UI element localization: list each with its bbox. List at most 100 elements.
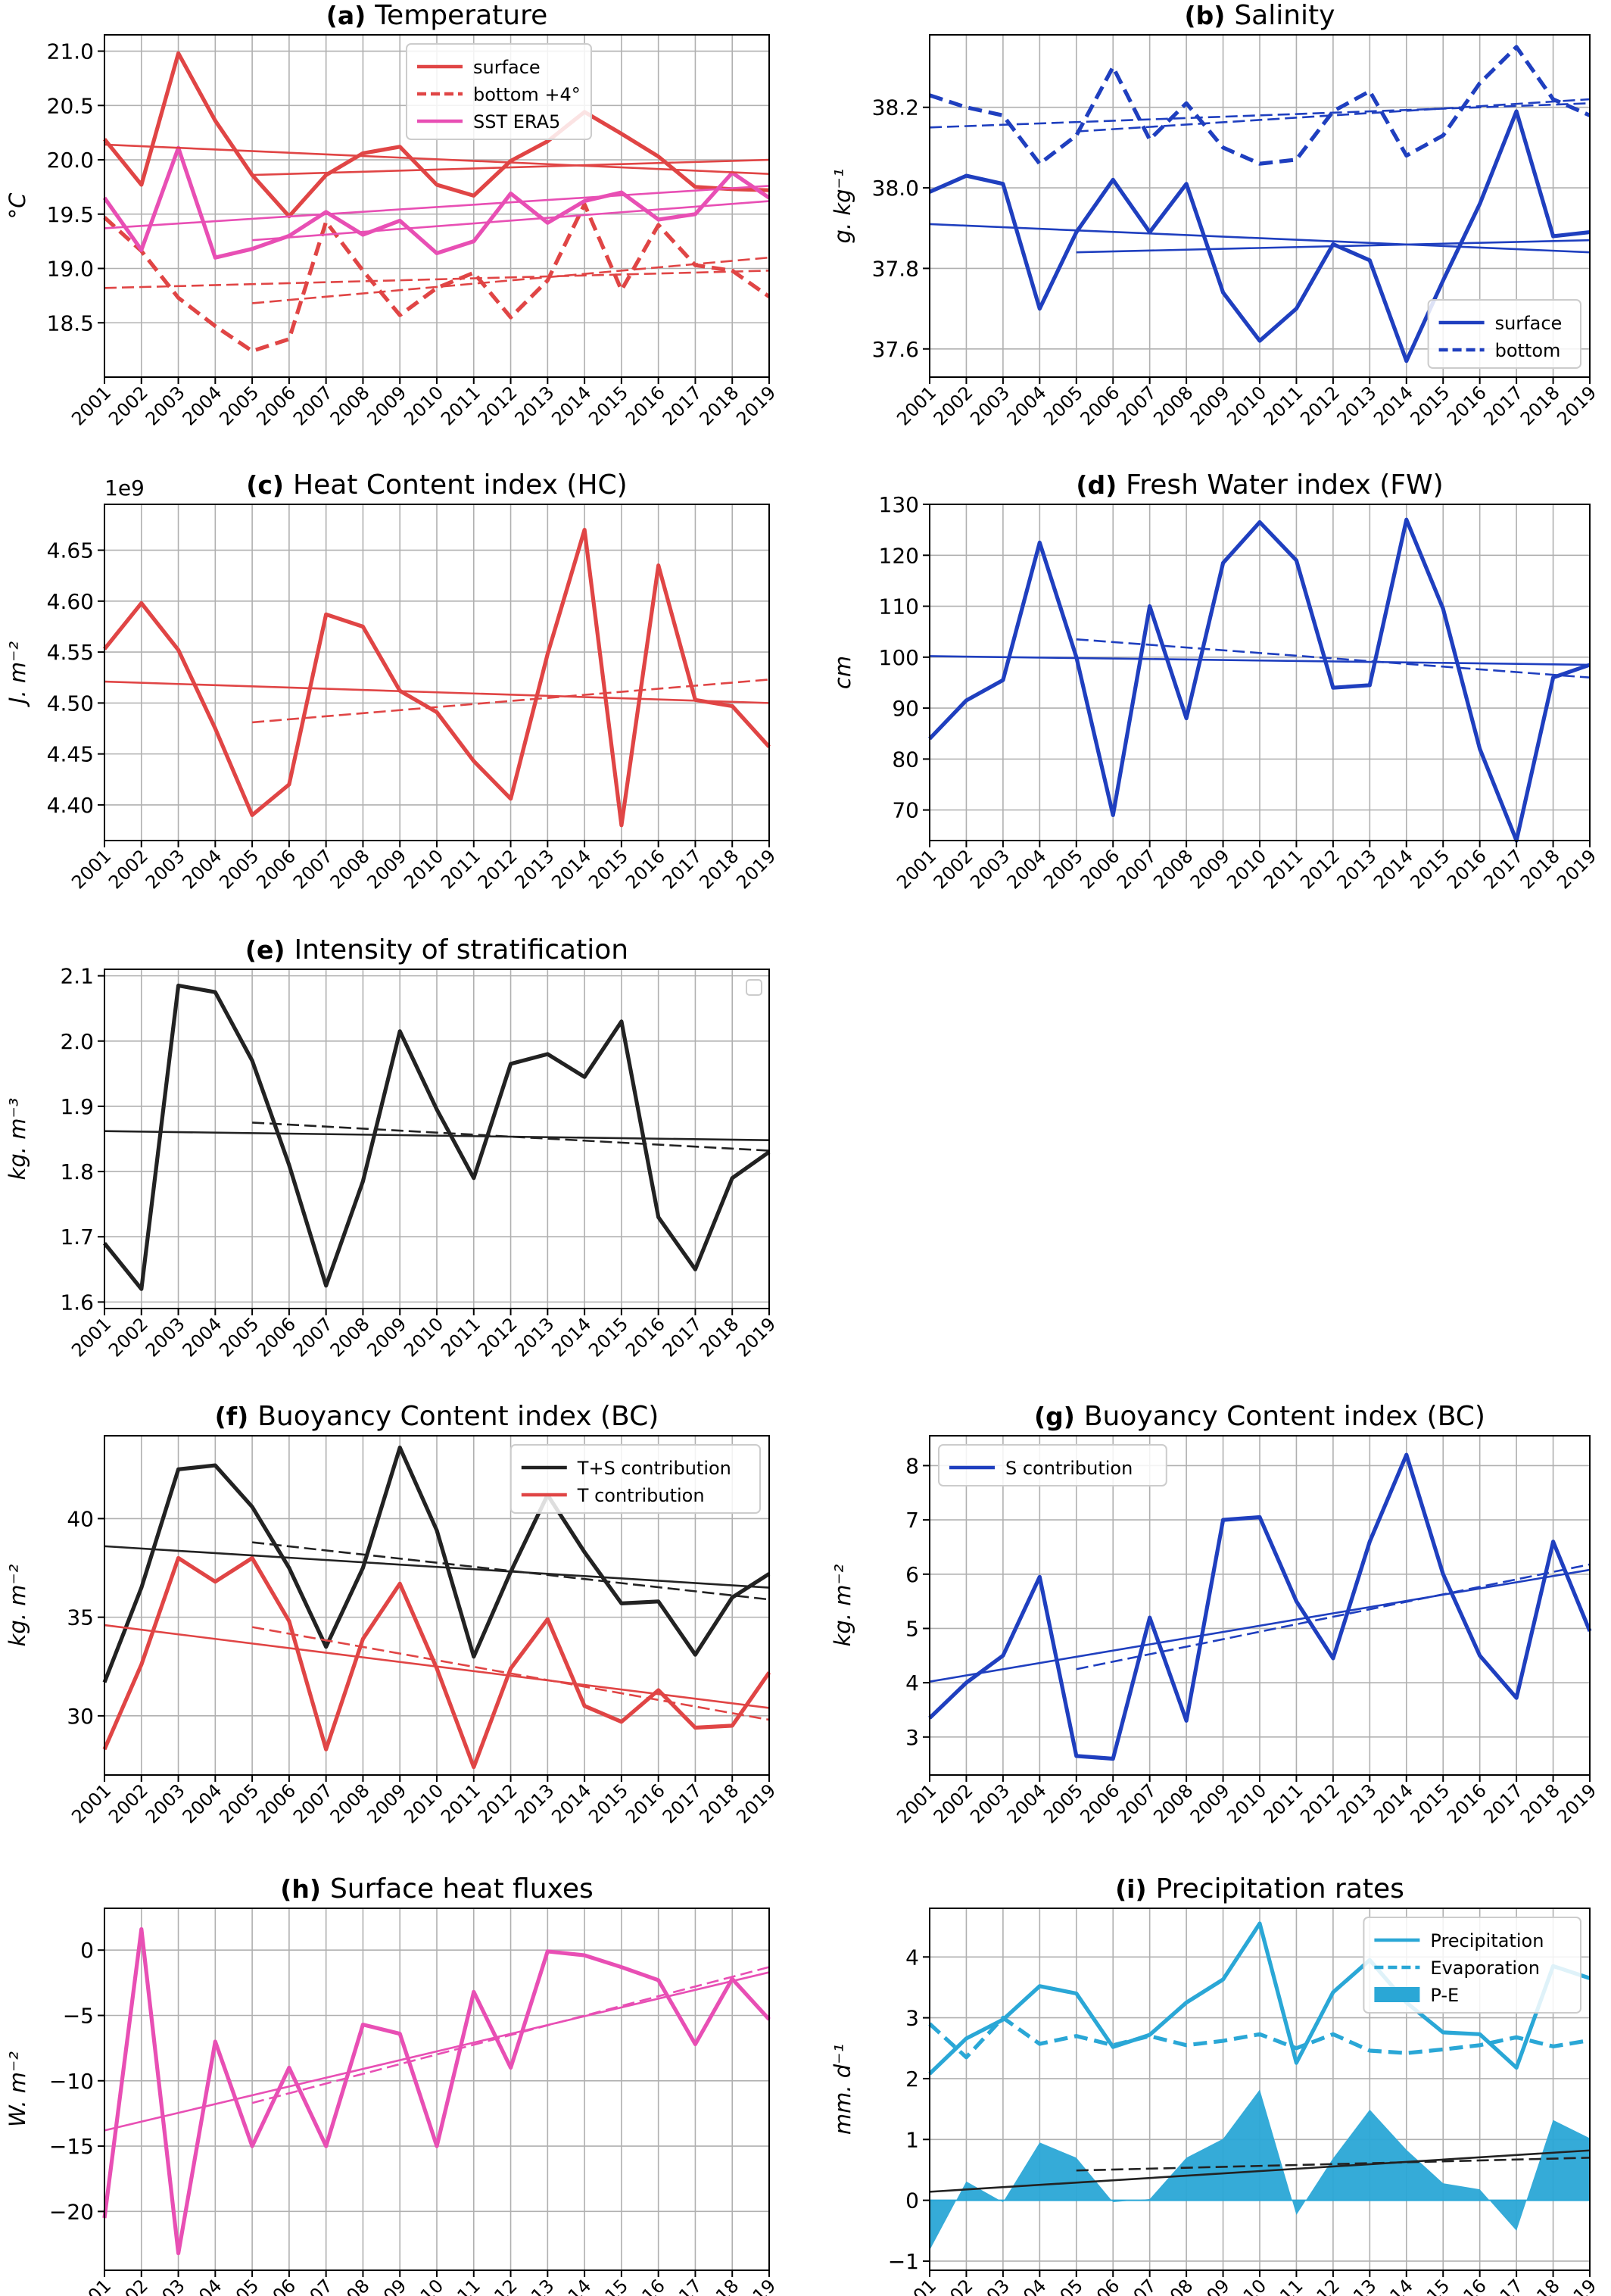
panel-e: 1.61.71.81.92.02.12001200220032004200520… bbox=[5, 934, 780, 1361]
chart-title: (b) Salinity bbox=[1185, 0, 1335, 31]
trend-line bbox=[252, 158, 770, 176]
x-tick-label: 2009 bbox=[363, 1780, 410, 1827]
y-axis-label: J. m⁻² bbox=[5, 641, 30, 708]
x-tick-label: 2015 bbox=[584, 1313, 632, 1361]
panel-d: 7080901001101201302001200220032004200520… bbox=[830, 469, 1600, 893]
chart-title-text: Buoyancy Content index (BC) bbox=[1084, 1401, 1485, 1432]
y-tick-label: 37.8 bbox=[872, 256, 919, 281]
legend-label: Evaporation bbox=[1430, 1958, 1540, 1979]
x-tick-label: 2015 bbox=[1406, 1780, 1454, 1827]
x-tick-label: 2015 bbox=[584, 382, 632, 429]
panel-a: 18.5 19.0 19.5 20.0 20.5 21.0 2001200220032004… bbox=[5, 0, 780, 429]
x-tick-label: 2010 bbox=[400, 382, 447, 429]
x-tick-label: 2013 bbox=[1333, 845, 1381, 893]
x-tick-label: 2018 bbox=[695, 1313, 743, 1361]
panel-f: 3035402001200220032004200520062007200820… bbox=[5, 1401, 780, 1827]
x-tick-label: 2007 bbox=[289, 1780, 337, 1827]
series-precipitation bbox=[928, 1921, 1591, 2076]
x-tick-label: 2002 bbox=[104, 1780, 152, 1827]
x-tick-label: 2014 bbox=[547, 1780, 595, 1827]
x-tick-label: 2016 bbox=[622, 845, 669, 893]
x-tick-label: 2009 bbox=[363, 845, 410, 893]
chart-title-prefix: (g) bbox=[1034, 1402, 1075, 1431]
y-tick-label: 4.60 bbox=[47, 589, 94, 614]
trend-line bbox=[1076, 2157, 1591, 2172]
trend-line bbox=[104, 1545, 770, 1589]
x-tick-label: 2012 bbox=[474, 1313, 522, 1361]
x-tick-label: 2006 bbox=[252, 1780, 300, 1827]
x-tick-label: 2012 bbox=[1296, 382, 1344, 429]
x-tick-label: 2013 bbox=[511, 1313, 559, 1361]
x-tick-label: 2016 bbox=[622, 1313, 669, 1361]
x-tick-label: 2011 bbox=[1260, 382, 1307, 429]
series-sst-era5 bbox=[102, 145, 771, 260]
x-tick-label: 2011 bbox=[437, 845, 485, 893]
x-tick-label: 2001 bbox=[67, 1780, 115, 1827]
x-tick-label: 2001 bbox=[893, 845, 940, 893]
panel-h: −20−15−10−502001200220032004200520062007… bbox=[5, 1873, 780, 2296]
x-tick-label: 2014 bbox=[547, 845, 595, 893]
x-tick-label: 2005 bbox=[1039, 1780, 1087, 1827]
y-tick-label: 1.7 bbox=[60, 1224, 94, 1249]
legend-label: T+S contribution bbox=[577, 1458, 731, 1479]
x-tick-label: 2014 bbox=[1370, 1780, 1417, 1827]
y-tick-label: 21.0 bbox=[47, 39, 94, 64]
chart-title: (d) Fresh Water index (FW) bbox=[1076, 469, 1443, 501]
trend-line bbox=[929, 1568, 1591, 1683]
y-tick-label: 7 bbox=[905, 1508, 919, 1533]
legend-label: SST ERA5 bbox=[473, 111, 560, 133]
y-axis-label: mm. d⁻¹ bbox=[830, 2044, 855, 2135]
trend-line bbox=[929, 655, 1591, 666]
series-evaporation bbox=[928, 2016, 1591, 2060]
chart-title-text: Intensity of stratification bbox=[294, 934, 628, 966]
x-tick-label: 2013 bbox=[1333, 1780, 1381, 1827]
chart-title-prefix: (i) bbox=[1115, 1874, 1146, 1904]
x-tick-label: 2007 bbox=[1113, 382, 1161, 429]
y-tick-label: 8 bbox=[905, 1453, 919, 1478]
x-tick-label: 2010 bbox=[400, 1780, 447, 1827]
x-tick-label: 2015 bbox=[1406, 382, 1454, 429]
x-tick-label: 2003 bbox=[966, 382, 1014, 429]
x-tick-label: 2005 bbox=[215, 1313, 263, 1361]
y-tick-label: 130 bbox=[879, 492, 919, 517]
x-tick-label: 2004 bbox=[179, 845, 226, 893]
y-tick-label: 90 bbox=[892, 696, 919, 721]
x-tick-label: 2011 bbox=[1260, 1780, 1307, 1827]
y-tick-label: 1 bbox=[905, 2127, 919, 2152]
series-surface bbox=[928, 109, 1591, 363]
x-tick-label: 2003 bbox=[142, 1780, 189, 1827]
y-tick-label: 4 bbox=[905, 1671, 919, 1695]
x-tick-label: 2008 bbox=[326, 845, 374, 893]
trend-line bbox=[104, 1130, 770, 1142]
chart-title-prefix: (c) bbox=[246, 470, 284, 500]
x-tick-label: 2017 bbox=[1479, 382, 1527, 429]
legend-label: bottom bbox=[1495, 340, 1561, 361]
legend: surface bottom bbox=[1427, 299, 1581, 369]
x-tick-label: 2001 bbox=[67, 1313, 115, 1361]
y-tick-label: 3 bbox=[905, 2006, 919, 2031]
legend: S contribution bbox=[938, 1444, 1167, 1486]
y-tick-label: 110 bbox=[879, 594, 919, 619]
series-bottom bbox=[929, 45, 1591, 166]
x-tick-label: 2017 bbox=[1479, 845, 1527, 893]
y-axis-label: W. m⁻² bbox=[5, 2051, 30, 2127]
x-tick-label: 2014 bbox=[547, 382, 595, 429]
legend-label: surface bbox=[473, 57, 541, 78]
x-tick-label: 2003 bbox=[966, 1780, 1014, 1827]
x-tick-label: 2002 bbox=[104, 845, 152, 893]
trend-line bbox=[929, 2149, 1591, 2193]
x-tick-label: 2005 bbox=[215, 845, 263, 893]
series-fw bbox=[928, 517, 1591, 843]
y-tick-label: 20.0 bbox=[47, 148, 94, 173]
series-heat-fluxes bbox=[102, 1927, 771, 2256]
y-tick-label: 0 bbox=[80, 1938, 94, 1963]
x-tick-label: 2017 bbox=[659, 1313, 706, 1361]
series-stratification bbox=[102, 983, 771, 1291]
x-tick-label: 2019 bbox=[1553, 382, 1600, 429]
y-tick-label: 4.55 bbox=[47, 640, 94, 665]
x-tick-label: 2001 bbox=[893, 382, 940, 429]
y-tick-label: 1.9 bbox=[60, 1094, 94, 1119]
trend-line bbox=[104, 143, 770, 175]
x-tick-label: 2015 bbox=[584, 1780, 632, 1827]
trend-line bbox=[929, 223, 1591, 254]
